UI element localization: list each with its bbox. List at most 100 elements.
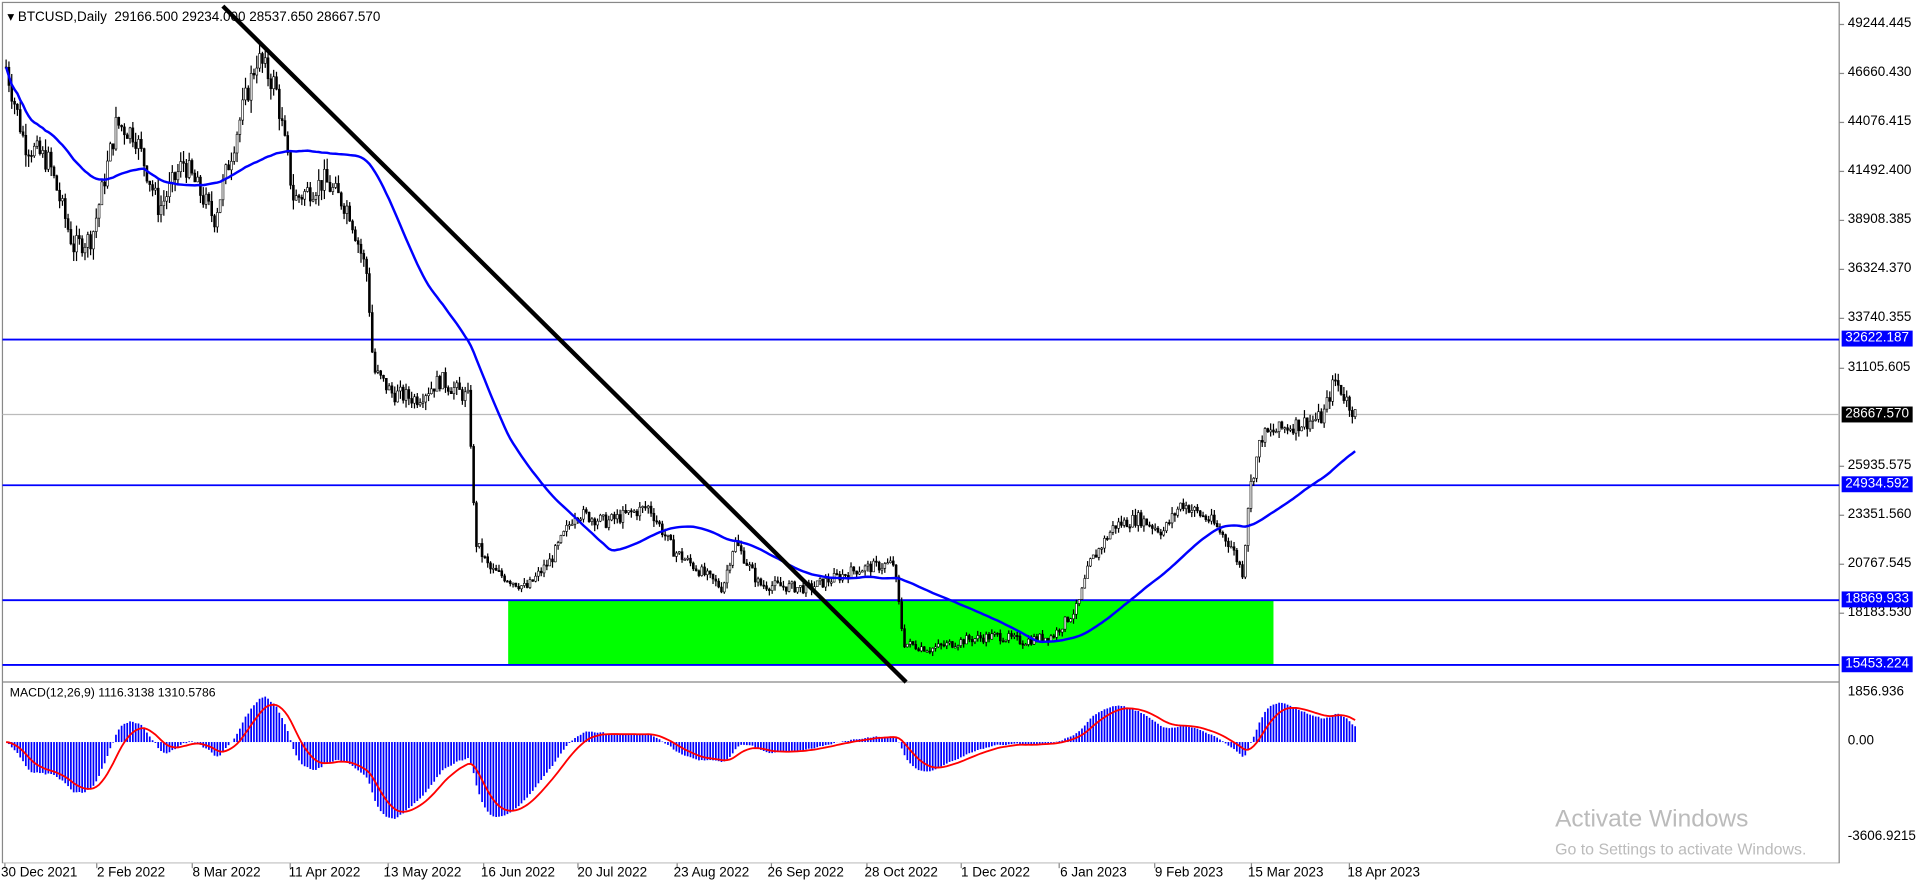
candle-body: [635, 510, 639, 517]
candle-body: [655, 520, 658, 523]
candle-body: [630, 510, 633, 513]
candle-body: [418, 402, 422, 406]
candle-body: [204, 193, 208, 205]
candle-body: [94, 217, 98, 232]
candle-body: [931, 647, 934, 652]
candle-body: [1103, 538, 1106, 549]
date-tick: 20 Jul 2022: [577, 865, 648, 881]
candle-body: [1266, 428, 1270, 433]
candle-body: [1196, 506, 1199, 512]
candle-body: [137, 138, 140, 149]
candle-body: [83, 246, 87, 254]
candle-body: [534, 575, 537, 582]
price-tick: 31105.605: [1847, 359, 1911, 375]
candle-body: [151, 184, 154, 191]
candle-body: [63, 198, 67, 219]
candle-body: [120, 125, 123, 128]
candle-body: [880, 567, 884, 571]
date-axis-bg: [0, 863, 1920, 890]
candle-body: [314, 195, 318, 200]
candle-body: [1100, 547, 1103, 550]
candle-body: [438, 376, 442, 390]
candle-body: [1353, 409, 1357, 417]
candle-body: [872, 560, 875, 573]
candle-body: [334, 183, 337, 188]
candle-body: [751, 564, 754, 569]
candle-body: [697, 570, 701, 576]
candle-body: [959, 639, 963, 646]
candle-body: [1069, 618, 1072, 622]
candle-body: [939, 643, 943, 646]
candle-body: [1142, 518, 1146, 527]
candle-body: [790, 581, 794, 585]
date-tick: 2 Feb 2022: [96, 865, 166, 881]
candle-body: [866, 563, 870, 567]
date-tick: 6 Jan 2023: [1060, 865, 1127, 881]
candle-body: [339, 192, 343, 207]
candle-body: [545, 564, 549, 567]
candle-body: [466, 389, 470, 393]
open: 29166.500: [114, 9, 179, 25]
candle-body: [1097, 548, 1101, 558]
candle-body: [649, 505, 653, 514]
candle-body: [47, 151, 50, 170]
candle-body: [159, 205, 163, 216]
candle-body: [441, 372, 444, 390]
activate-windows-title: Activate Windows: [1555, 805, 1749, 833]
candle-body: [182, 161, 185, 164]
candle-body: [27, 154, 30, 157]
candle-body: [922, 646, 926, 652]
candle-body: [300, 197, 304, 200]
candle-body: [263, 57, 267, 64]
candle-body: [168, 182, 171, 197]
candle-body: [1277, 421, 1281, 432]
candle-body: [444, 372, 447, 388]
candle-body: [996, 632, 999, 635]
candle-body: [1024, 644, 1027, 646]
candle-body: [1120, 521, 1123, 526]
candle-body: [948, 641, 951, 644]
candle-body: [717, 580, 720, 588]
candle-body: [593, 518, 597, 526]
candle-body: [35, 140, 39, 147]
candle-body: [624, 509, 628, 513]
candle-body: [196, 176, 199, 183]
candle-body: [362, 253, 366, 260]
candle-body: [1244, 545, 1247, 578]
candle-body: [889, 560, 892, 564]
macd-tick: 0.00: [1847, 733, 1874, 749]
candle-body: [190, 160, 194, 174]
candle-body: [1094, 554, 1098, 558]
candle-body: [694, 568, 698, 572]
candle-body: [627, 510, 630, 513]
candle-body: [249, 73, 253, 101]
candle-body: [937, 643, 940, 648]
candle-body: [238, 119, 242, 135]
candle-body: [117, 117, 121, 126]
candle-body: [497, 570, 501, 572]
candle-body: [306, 187, 309, 192]
candle-body: [218, 199, 222, 213]
candle-body: [176, 171, 180, 181]
candle-body: [759, 578, 763, 586]
candle-body: [979, 635, 982, 639]
candle-body: [66, 218, 70, 230]
candle-body: [1153, 527, 1157, 530]
candle-body: [799, 585, 802, 588]
candle-body: [1027, 638, 1030, 645]
candle-body: [568, 524, 571, 527]
candle-body: [311, 198, 315, 202]
candle-body: [365, 258, 368, 274]
candle-body: [1072, 613, 1075, 620]
candle-body: [942, 644, 946, 647]
candle-body: [607, 519, 611, 528]
candle-body: [587, 511, 591, 522]
candle-body: [703, 566, 706, 576]
candle-body: [779, 582, 782, 587]
candle-body: [548, 558, 551, 567]
candle-body: [1122, 519, 1126, 526]
date-tick: 28 Oct 2022: [864, 865, 938, 881]
candle-body: [1128, 526, 1132, 529]
candle-body: [255, 67, 259, 76]
